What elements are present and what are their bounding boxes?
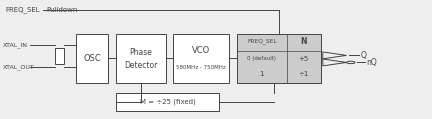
Bar: [116, 34, 165, 83]
Text: 0 (default): 0 (default): [248, 56, 276, 61]
Text: M = ÷25 (fixed): M = ÷25 (fixed): [140, 99, 196, 105]
Text: +5: +5: [299, 56, 309, 62]
Text: Detector: Detector: [124, 61, 158, 70]
Text: VCO: VCO: [192, 46, 210, 55]
Bar: [173, 34, 229, 83]
Text: 580MHz - 750MHz: 580MHz - 750MHz: [176, 65, 226, 70]
Bar: [237, 34, 321, 83]
Text: 1: 1: [260, 71, 264, 77]
Bar: [116, 93, 219, 111]
Text: FREQ_SEL: FREQ_SEL: [5, 7, 40, 13]
Text: OSC: OSC: [83, 54, 101, 63]
Text: ÷1: ÷1: [299, 71, 309, 77]
Text: XTAL_OUT: XTAL_OUT: [3, 64, 35, 70]
Bar: [76, 34, 108, 83]
Bar: [54, 48, 64, 64]
Text: Phase: Phase: [130, 48, 152, 57]
Text: Q: Q: [360, 51, 366, 60]
Text: FREQ_SEL: FREQ_SEL: [247, 39, 276, 44]
Text: XTAL_IN: XTAL_IN: [3, 42, 28, 48]
Text: N: N: [301, 37, 307, 46]
Text: nQ: nQ: [366, 58, 377, 67]
Text: Pulldown: Pulldown: [46, 7, 77, 13]
